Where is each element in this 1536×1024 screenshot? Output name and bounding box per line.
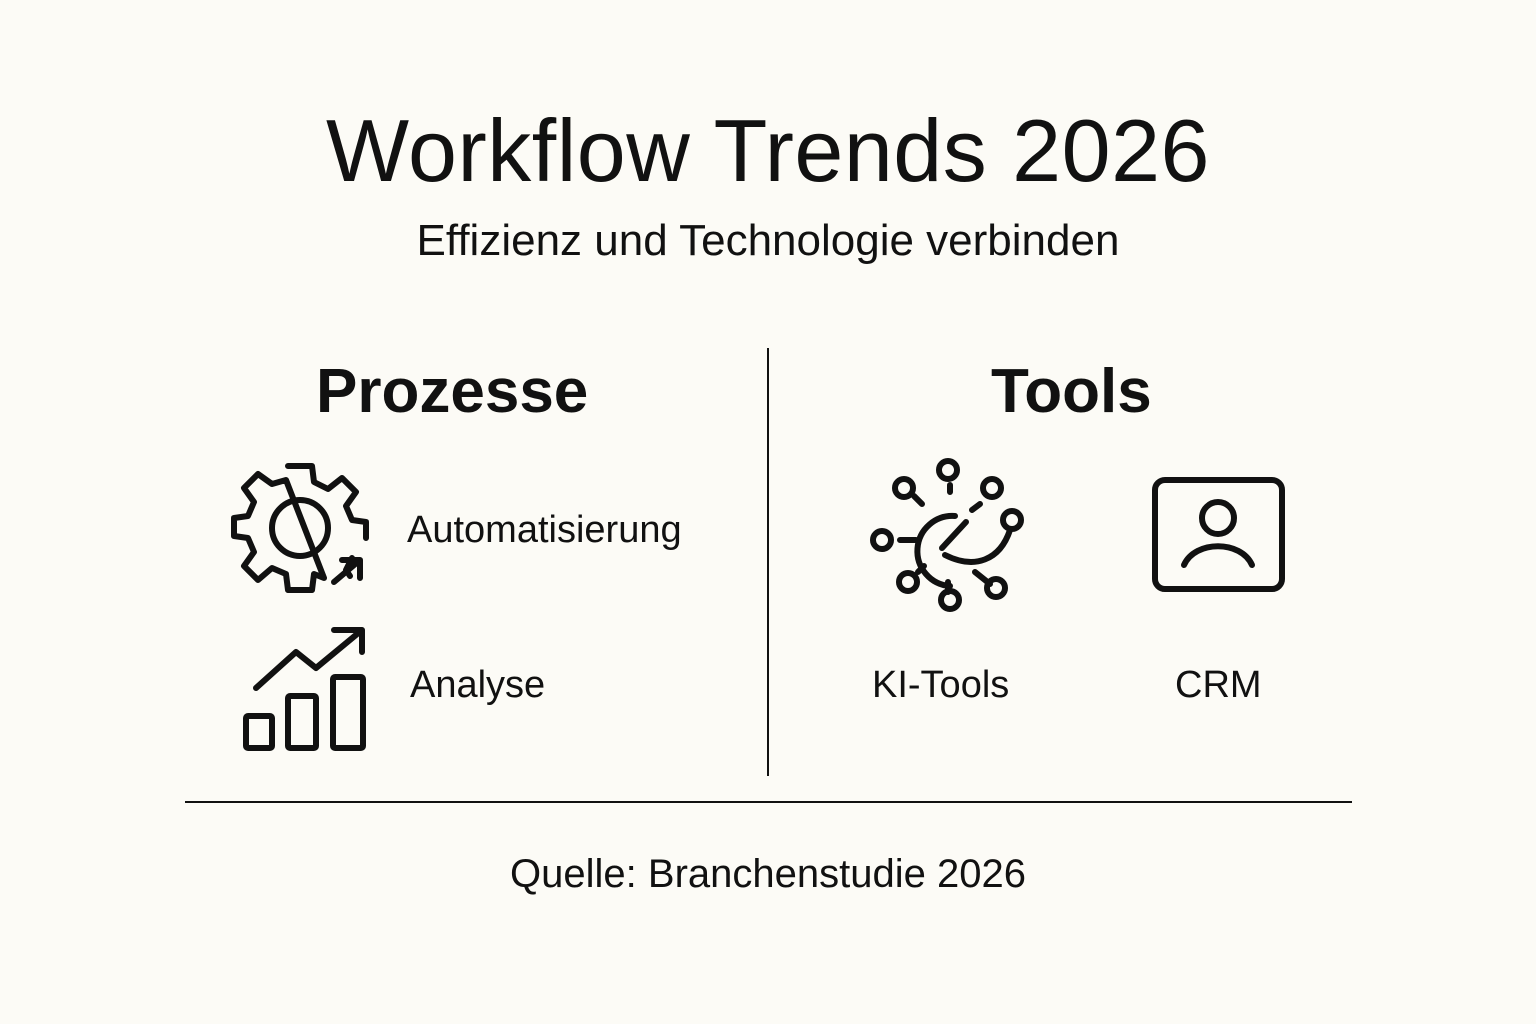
item-label-analyse: Analyse	[410, 664, 546, 706]
vertical-divider	[767, 348, 769, 776]
bar-chart-trend-icon	[243, 627, 366, 751]
page-title: Workflow Trends 2026	[326, 101, 1210, 200]
item-label-ki-tools: KI-Tools	[872, 664, 1010, 706]
item-label-automatisierung: Automatisierung	[407, 509, 682, 551]
section-heading-prozesse: Prozesse	[316, 357, 589, 426]
user-profile-icon	[1152, 477, 1285, 592]
source-note: Quelle: Branchenstudie 2026	[510, 852, 1026, 896]
section-heading-tools: Tools	[991, 357, 1152, 426]
ai-network-icon	[870, 458, 1024, 612]
item-label-crm: CRM	[1175, 664, 1262, 706]
horizontal-divider	[185, 801, 1352, 803]
gear-arrow-icon	[231, 463, 369, 593]
page-subtitle: Effizienz und Technologie verbinden	[416, 216, 1120, 265]
